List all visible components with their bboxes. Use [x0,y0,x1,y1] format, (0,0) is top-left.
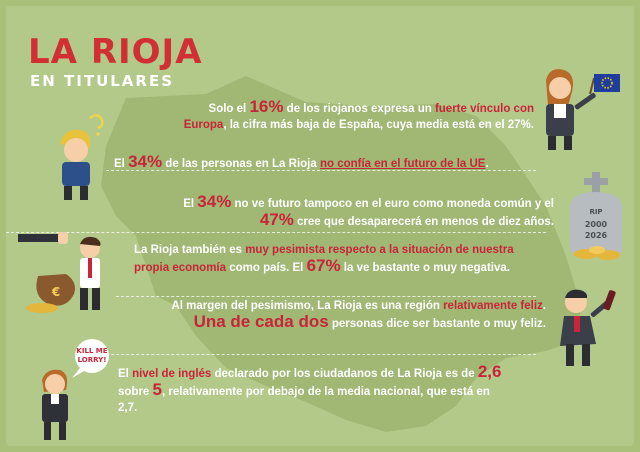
page-subtitle: EN TITULARES [30,72,175,90]
headline-text: Al margen del pesimismo, La Rioja es una… [171,300,444,312]
headline-highlight: muy pesimista respecto a la situación de… [134,244,514,274]
gravestone-illustration: RIP 2000 2026 [570,172,622,260]
euro-icon: € [51,285,60,299]
headline-eu-future: El 34% de las personas en La Rioja no co… [114,152,534,172]
man-with-wine-illustration [560,289,616,366]
gravestone-text: RIP [589,208,602,216]
la-rioja-map [101,76,581,432]
infographic: LA RIOJA EN TITULARES Solo el 16% de los… [6,6,634,446]
speech-bubble-text: KILL ME LORRY! [76,347,107,364]
headline-europe-bond: Solo el 16% de los riojanos expresa un f… [174,97,534,133]
headline-happiness: Al margen del pesimismo, La Rioja es una… [156,298,546,332]
headline-highlight: relativamente feliz [443,300,543,312]
headline-text: no ve futuro tampoco en el euro como mon… [231,198,555,210]
headline-text: personas dice ser bastante o muy feliz. [328,318,546,330]
divider [96,354,536,355]
wine-bottle-icon [603,290,616,311]
headline-text: declarado por los ciudadanos de La Rioja… [211,368,478,380]
woman-with-eu-flag-illustration [546,69,620,150]
stat-value: 67% [306,256,341,275]
headline-highlight: fuerte vínculo con Europa [183,103,534,131]
stat-value: Una de cada dos [193,312,329,331]
stat-value: 34% [197,192,232,211]
headline-text: , la cifra más baja de España, cuya medi… [223,119,534,131]
speech-bubble [75,339,109,373]
stat-value: 16% [249,97,284,116]
stat-value: 2,6 [477,362,502,381]
headline-text: como país. El [226,262,307,274]
headline-text: sobre [118,386,153,398]
headline-text: . [542,300,546,312]
eu-flag-icon [594,74,620,92]
headline-text: de las personas en La Rioja [162,158,320,170]
divider [106,170,536,171]
stat-value: 5 [152,380,162,399]
headline-text: El [183,198,198,210]
headline-english: El nivel de inglés declarado por los ciu… [118,362,508,416]
headline-text: El [118,368,133,380]
page-title: LA RIOJA [28,32,203,72]
headline-text: El [114,158,129,170]
headline-text: . [485,158,489,170]
headline-text: Solo el [208,103,250,115]
gravestone-text: 2000 [585,220,608,229]
confused-boy-illustration [60,114,104,200]
headline-text: de los riojanos expresa un [283,103,435,115]
headline-economy: La Rioja también es muy pesimista respec… [134,242,514,276]
stat-value: 34% [128,152,163,171]
headline-highlight: nivel de inglés [132,368,212,380]
divider [116,296,536,297]
stat-value: 47% [259,210,294,229]
man-with-money-bag-illustration: € [18,232,101,313]
headline-text: , relativamente por debajo de la media n… [118,386,490,414]
question-mark-icon [89,114,104,130]
headline-euro: El 34% no ve futuro tampoco en el euro c… [174,192,555,230]
coins-icon [26,303,58,313]
divider [6,232,546,233]
woman-speech-illustration: KILL ME LORRY! [42,339,109,440]
gravestone-text: 2026 [585,231,608,240]
headline-highlight: no confía en el futuro de la UE [319,158,486,170]
headline-text: cree que desaparecerá en menos de diez a… [293,216,554,228]
headline-text: La Rioja también es [134,244,246,256]
headline-text: la ve bastante o muy negativa. [340,262,510,274]
